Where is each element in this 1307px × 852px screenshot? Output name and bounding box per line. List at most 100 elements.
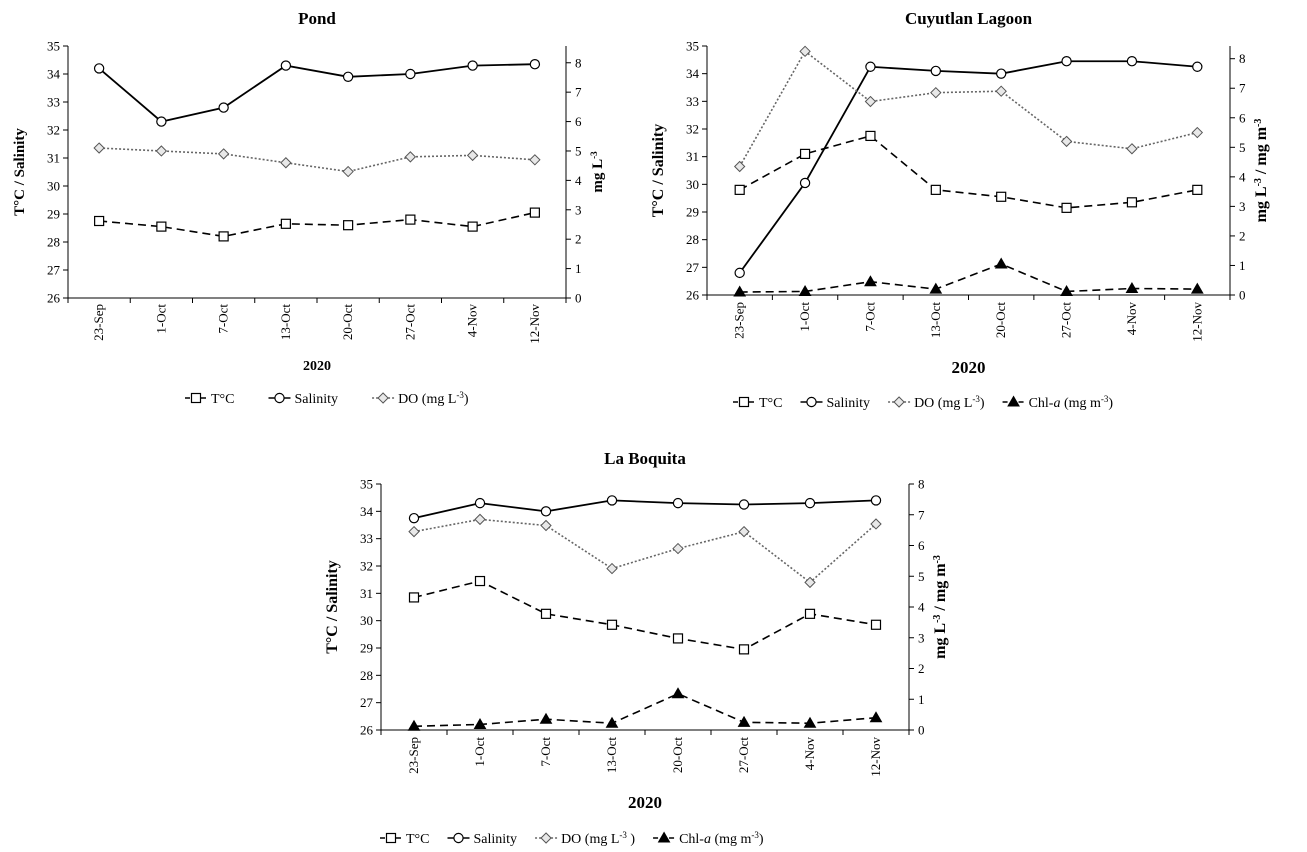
- legend-marker: [190, 392, 202, 404]
- x-tick-label: 23-Sep: [732, 302, 747, 339]
- series-t-c: [94, 207, 540, 242]
- data-point: [1190, 282, 1204, 294]
- data-point: [474, 575, 486, 587]
- legend-label: DO (mg L-3): [398, 390, 469, 407]
- y-left-tick-label: 28: [360, 668, 373, 683]
- legend-marker: [893, 396, 905, 408]
- x-tick-label: 12-Nov: [527, 304, 542, 344]
- y-right-tick-label: 6: [918, 538, 925, 553]
- data-point: [529, 58, 541, 70]
- y-left-tick-label: 26: [360, 723, 374, 738]
- data-point: [799, 45, 811, 58]
- y-left-tick-label: 29: [360, 641, 373, 656]
- data-point: [156, 221, 167, 232]
- x-tick-label: 7-Oct: [538, 737, 553, 767]
- y-left-tick-label: 35: [686, 39, 699, 54]
- x-axis-label: 2020: [952, 358, 986, 377]
- x-tick-label: 1-Oct: [797, 302, 812, 332]
- series-line: [98, 63, 535, 123]
- legend-marker: [377, 392, 389, 404]
- x-tick-label: 13-Oct: [278, 304, 293, 340]
- x-tick-label: 13-Oct: [604, 737, 619, 773]
- legend-item: T°C: [733, 396, 783, 411]
- x-tick-label: 27-Oct: [736, 737, 751, 773]
- legend-label: Salinity: [474, 832, 518, 847]
- data-point: [342, 71, 354, 83]
- legend-item: DO (mg L-3): [372, 390, 469, 407]
- y-right-tick-label: 7: [1239, 81, 1246, 96]
- data-point: [156, 116, 167, 127]
- x-tick-label: 20-Oct: [670, 737, 685, 773]
- data-point: [467, 60, 478, 71]
- data-point: [466, 149, 479, 162]
- data-point: [995, 85, 1007, 97]
- data-point: [474, 513, 486, 526]
- y-left-tick-label: 27: [360, 695, 374, 710]
- data-point: [734, 184, 745, 195]
- data-point: [738, 525, 750, 538]
- data-point: [1192, 184, 1203, 195]
- y-right-tick-label: 0: [918, 723, 925, 738]
- series-line: [413, 580, 877, 651]
- y-left-tick-label: 29: [47, 207, 60, 222]
- data-point: [672, 633, 684, 644]
- legend-label: DO (mg L-3): [914, 394, 985, 411]
- y-left-tick-label: 28: [47, 235, 60, 250]
- series-line: [739, 263, 1198, 293]
- y-right-tick-label: 6: [575, 114, 582, 129]
- series-line: [738, 60, 1198, 274]
- data-point: [1061, 56, 1072, 67]
- data-point: [408, 525, 420, 538]
- legend-marker: [540, 832, 552, 844]
- y-right-tick-label: 0: [575, 291, 582, 306]
- data-point: [738, 499, 750, 510]
- data-point: [1126, 143, 1138, 155]
- legend-item: Chl-a (mg m-3): [1002, 394, 1113, 411]
- data-point: [605, 716, 619, 728]
- y-left-tick-label: 33: [360, 531, 373, 546]
- data-point: [798, 284, 812, 296]
- x-tick-label: 4-Nov: [1124, 302, 1139, 336]
- x-tick-label: 23-Sep: [91, 304, 106, 341]
- y-axis-right-label: mg L-3 / mg m-3: [1253, 119, 1271, 223]
- legend-label: Salinity: [827, 396, 871, 411]
- y-right-tick-label: 3: [575, 202, 582, 217]
- y-left-tick-label: 31: [686, 149, 699, 164]
- data-point: [672, 542, 684, 555]
- data-point: [606, 619, 618, 630]
- legend-marker: [657, 831, 671, 843]
- data-point: [869, 711, 883, 723]
- data-point: [865, 130, 876, 142]
- data-point: [864, 275, 877, 287]
- series-line: [413, 692, 877, 728]
- y-axis-left-label: T°C / Salinity: [324, 560, 341, 654]
- data-point: [734, 267, 745, 279]
- x-axis-label: 2020: [303, 359, 331, 374]
- y-right-tick-label: 1: [575, 261, 582, 276]
- data-point: [217, 148, 230, 160]
- x-tick-label: 4-Nov: [802, 737, 817, 771]
- series-salinity: [93, 58, 541, 127]
- legend-item: Salinity: [447, 832, 518, 847]
- data-point: [929, 282, 943, 294]
- x-tick-label: 7-Oct: [216, 304, 231, 334]
- data-point: [93, 142, 105, 154]
- data-point: [474, 497, 486, 509]
- data-point: [799, 177, 811, 189]
- y-axis-right-label: mg L-3: [589, 151, 606, 193]
- y-right-tick-label: 5: [575, 143, 582, 158]
- data-point: [864, 95, 877, 108]
- data-point: [606, 495, 618, 506]
- series-line: [99, 211, 536, 238]
- data-point: [529, 154, 541, 166]
- legend: T°C Salinity DO (mg L-3): [185, 390, 469, 407]
- series-chl-a: [407, 687, 883, 731]
- y-left-tick-label: 35: [360, 477, 373, 492]
- legend-item: DO (mg L-3 ): [535, 830, 635, 847]
- data-point: [405, 68, 416, 80]
- y-left-tick-label: 31: [360, 586, 373, 601]
- y-right-tick-label: 7: [575, 85, 582, 100]
- y-left-tick-label: 32: [47, 123, 60, 138]
- data-point: [529, 207, 540, 218]
- y-right-tick-label: 7: [918, 507, 925, 522]
